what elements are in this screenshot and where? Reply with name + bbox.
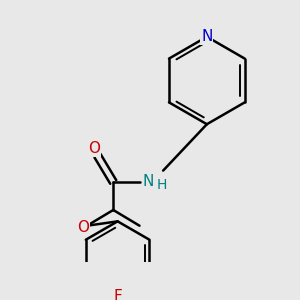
Text: N: N <box>142 175 154 190</box>
Text: F: F <box>113 289 122 300</box>
Text: O: O <box>88 141 100 156</box>
Text: N: N <box>201 29 213 44</box>
Text: O: O <box>77 220 89 235</box>
Text: H: H <box>157 178 167 192</box>
